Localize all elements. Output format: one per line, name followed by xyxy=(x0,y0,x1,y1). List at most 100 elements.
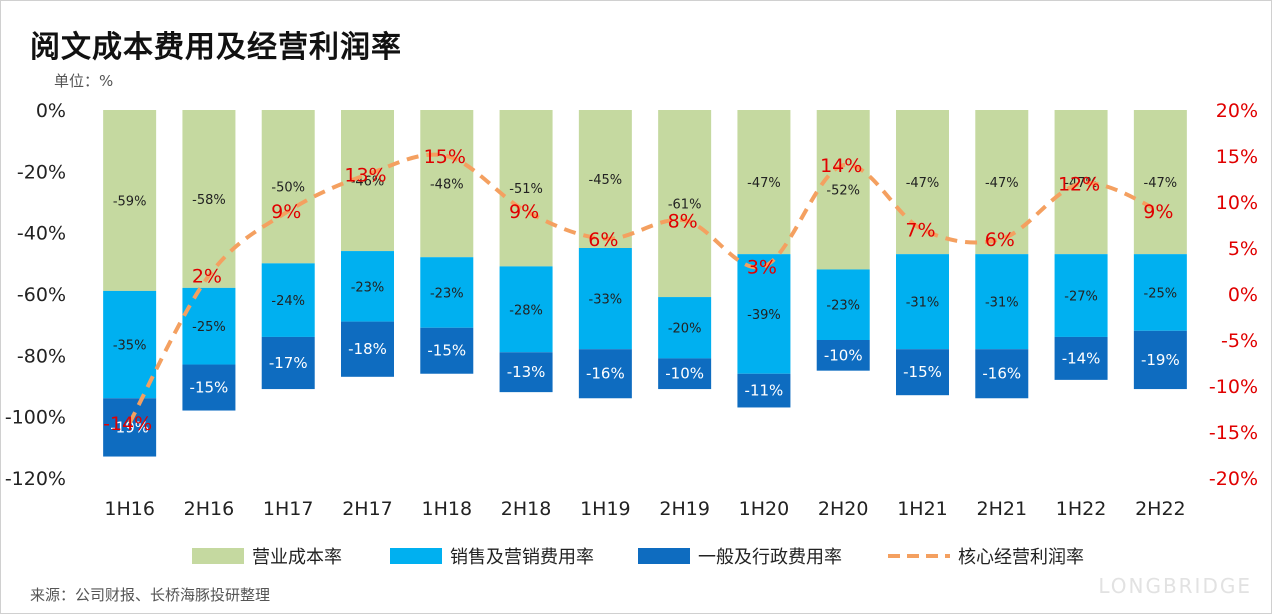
data-label-cost-2H21: -47% xyxy=(985,176,1019,191)
x-axis-tick-label: 1H17 xyxy=(263,498,314,520)
bar-cost-2H17 xyxy=(341,110,394,252)
right-axis-tick-label: -5% xyxy=(1221,330,1258,352)
data-label-admin-2H19: -10% xyxy=(665,365,704,383)
right-axis-tick-label: 20% xyxy=(1216,100,1258,122)
data-label-admin-2H21: -16% xyxy=(982,365,1021,383)
bar-admin-1H18 xyxy=(420,327,474,374)
bar-selling-1H19 xyxy=(578,248,632,350)
left-axis-tick-label: -100% xyxy=(5,407,66,429)
bar-admin-2H22 xyxy=(1133,330,1187,390)
data-label-cost-2H19: -61% xyxy=(668,198,702,213)
line-label-1H17: 9% xyxy=(271,201,301,223)
watermark: LONGBRIDGE xyxy=(1098,574,1252,598)
bar-selling-2H19 xyxy=(658,297,712,359)
bar-admin-2H20 xyxy=(816,340,870,371)
right-axis-tick-label: 10% xyxy=(1216,192,1258,214)
line-label-1H16: -14% xyxy=(103,413,152,435)
bar-cost-1H20 xyxy=(737,110,791,255)
x-axis-tick-label: 2H18 xyxy=(501,498,552,520)
bar-selling-2H20 xyxy=(816,269,870,340)
data-label-selling-1H20: -39% xyxy=(747,308,781,323)
data-label-selling-2H19: -20% xyxy=(668,322,702,337)
x-axis-tick-label: 2H19 xyxy=(659,498,710,520)
right-axis-tick-label: -10% xyxy=(1209,376,1258,398)
data-label-selling-2H18: -28% xyxy=(509,303,543,318)
bar-cost-1H18 xyxy=(420,110,474,258)
line-label-1H22: 12% xyxy=(1058,174,1100,196)
bar-selling-2H17 xyxy=(341,251,394,322)
bar-admin-1H16 xyxy=(103,398,157,457)
data-label-admin-2H20: -10% xyxy=(824,346,863,364)
data-label-admin-1H18: -15% xyxy=(427,342,466,360)
bar-admin-2H16 xyxy=(182,364,236,411)
left-axis-tick-label: -60% xyxy=(17,284,66,306)
left-axis-tick-label: -20% xyxy=(17,161,66,183)
x-axis-tick-label: 1H20 xyxy=(739,498,790,520)
legend-swatch-2 xyxy=(638,548,690,564)
x-axis-tick-label: 1H18 xyxy=(422,498,473,520)
data-label-cost-1H18: -48% xyxy=(430,178,464,193)
data-label-cost-1H20: -47% xyxy=(747,176,781,191)
data-label-selling-1H22: -27% xyxy=(1064,290,1098,305)
data-label-admin-2H22: -19% xyxy=(1141,351,1180,369)
legend-label-0: 营业成本率 xyxy=(252,547,342,568)
bar-selling-2H21 xyxy=(975,254,1029,350)
data-label-selling-1H16: -35% xyxy=(113,339,147,354)
data-label-selling-2H16: -25% xyxy=(192,320,226,335)
axes-group: 0% -20% -40% -60% -80% -100% -120% 20% 15% 10% 5% 0… xyxy=(5,100,1258,520)
bar-selling-1H20 xyxy=(737,254,791,374)
bar-cost-2H22 xyxy=(1133,110,1187,255)
bar-admin-1H22 xyxy=(1054,336,1108,380)
bar-cost-2H18 xyxy=(499,110,553,267)
x-axis-tick-label: 2H17 xyxy=(342,498,393,520)
right-axis-tick-label: 15% xyxy=(1216,146,1258,168)
x-axis-tick-label: 2H16 xyxy=(184,498,235,520)
data-label-admin-2H18: -13% xyxy=(507,363,546,381)
bar-cost-1H16 xyxy=(103,110,157,291)
data-label-selling-2H21: -31% xyxy=(985,296,1019,311)
data-label-selling-2H20: -23% xyxy=(826,299,860,314)
right-axis-tick-label: -15% xyxy=(1209,422,1258,444)
data-label-cost-1H17: -50% xyxy=(271,181,305,196)
data-label-selling-2H17: -23% xyxy=(351,280,385,295)
line-label-2H18: 9% xyxy=(509,201,539,223)
data-label-admin-1H17: -17% xyxy=(269,354,308,372)
legend-swatch-0 xyxy=(192,548,244,564)
x-axis-tick-label: 1H16 xyxy=(104,498,155,520)
bar-cost-2H19 xyxy=(658,110,712,298)
line-label-1H18: 15% xyxy=(424,146,466,168)
data-label-admin-1H20: -11% xyxy=(745,382,784,400)
bar-admin-2H19 xyxy=(658,358,712,390)
right-axis-tick-label: 5% xyxy=(1228,238,1258,260)
bar-admin-1H20 xyxy=(737,373,791,408)
data-label-cost-2H22: -47% xyxy=(1144,176,1178,191)
right-axis-tick-label: -20% xyxy=(1209,468,1258,490)
bar-selling-2H18 xyxy=(499,266,553,353)
data-label-admin-1H16: -19% xyxy=(110,418,149,436)
bar-cost-1H17 xyxy=(261,110,315,264)
bar-cost-2H21 xyxy=(975,110,1029,255)
line-layer: -14% 2% 9% 13% 15% 9% 6% 8% 3% 14% 7% 6% 12% 9% xyxy=(103,146,1173,435)
legend-label-1: 销售及营销费用率 xyxy=(450,547,594,568)
legend: 营业成本率 销售及营销费用率 一般及行政费用率 核心经营利润率 xyxy=(192,547,1084,568)
data-label-admin-1H21: -15% xyxy=(903,363,942,381)
bar-selling-2H22 xyxy=(1133,254,1187,331)
legend-swatch-1 xyxy=(390,548,442,564)
bars-group: -59%-35%-19%-58%-25%-15%-50%-24%-17%-46%… xyxy=(103,110,1187,457)
bar-selling-1H17 xyxy=(261,263,315,337)
bar-cost-1H21 xyxy=(896,110,949,255)
line-label-2H16: 2% xyxy=(192,266,222,288)
bar-selling-1H21 xyxy=(896,254,949,350)
right-axis-tick-label: 0% xyxy=(1228,284,1258,306)
chart-title: 阅文成本费用及经营利润率 xyxy=(30,30,402,65)
data-label-cost-2H16: -58% xyxy=(192,193,226,208)
x-axis-tick-label: 1H22 xyxy=(1056,498,1107,520)
legend-label-2: 一般及行政费用率 xyxy=(698,547,842,568)
data-label-cost-1H21: -47% xyxy=(906,176,940,191)
data-label-cost-1H19: -45% xyxy=(589,173,623,188)
bar-selling-1H18 xyxy=(420,257,474,328)
data-label-cost-1H16: -59% xyxy=(113,194,147,209)
x-axis-tick-label: 1H19 xyxy=(580,498,631,520)
data-label-admin-2H17: -18% xyxy=(348,340,387,358)
